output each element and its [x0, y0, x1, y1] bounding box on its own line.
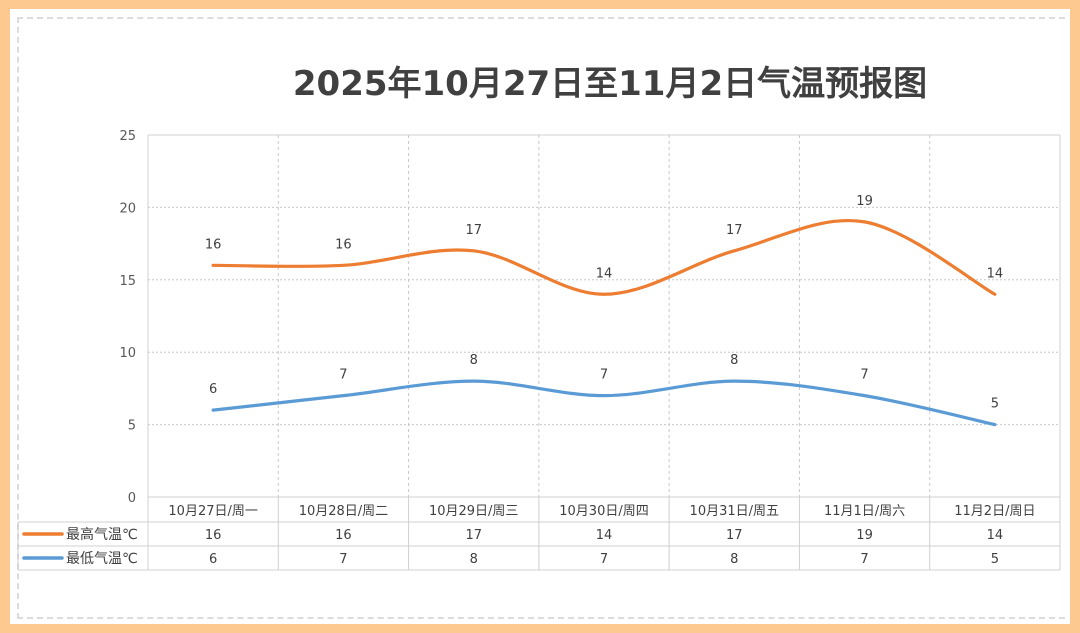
data-label: 7 [860, 368, 868, 383]
table-value: 8 [730, 552, 738, 567]
table-value: 17 [726, 528, 743, 543]
data-label: 17 [465, 223, 482, 238]
table-value: 7 [600, 552, 608, 567]
data-label: 7 [339, 368, 347, 383]
table-value: 16 [205, 528, 222, 543]
series-line-high [211, 219, 997, 296]
legend-label: 最低气温℃ [66, 551, 138, 567]
y-tick-label: 5 [128, 419, 136, 434]
table-value: 7 [860, 552, 868, 567]
data-label: 16 [205, 237, 222, 252]
table-value: 16 [335, 528, 352, 543]
table-value: 19 [856, 528, 873, 543]
table-value: 14 [987, 528, 1004, 543]
x-category-label: 10月29日/周三 [429, 504, 518, 519]
dashed-frame [17, 17, 1065, 619]
x-category-label: 11月1日/周六 [824, 504, 905, 519]
table-value: 7 [339, 552, 347, 567]
table-value: 6 [209, 552, 217, 567]
x-category-label: 10月30日/周四 [559, 504, 648, 519]
y-tick-label: 10 [119, 346, 136, 361]
data-label: 17 [726, 223, 743, 238]
x-category-label: 10月31日/周五 [690, 504, 779, 519]
table-value: 14 [596, 528, 613, 543]
table-value: 5 [991, 552, 999, 567]
table-value: 8 [470, 552, 478, 567]
data-label: 14 [987, 266, 1004, 281]
y-tick-label: 20 [119, 201, 136, 216]
x-category-label: 10月28日/周二 [299, 504, 388, 519]
data-label: 14 [596, 266, 613, 281]
legend-label: 最高气温℃ [66, 526, 138, 543]
data-label: 19 [856, 194, 873, 209]
data-label: 5 [991, 397, 999, 412]
data-label: 8 [470, 353, 478, 368]
series-line-low [211, 379, 997, 427]
data-label: 6 [209, 382, 217, 397]
data-label: 8 [730, 353, 738, 368]
x-category-label: 10月27日/周一 [168, 504, 257, 519]
chart-title: 2025年10月27日至11月2日气温预报图 [292, 64, 928, 104]
y-tick-label: 0 [128, 491, 136, 506]
y-tick-label: 25 [119, 129, 136, 144]
data-label: 7 [600, 368, 608, 383]
x-category-label: 11月2日/周日 [954, 504, 1035, 519]
y-tick-label: 15 [119, 274, 136, 289]
data-label: 16 [335, 237, 352, 252]
table-value: 17 [465, 528, 482, 543]
